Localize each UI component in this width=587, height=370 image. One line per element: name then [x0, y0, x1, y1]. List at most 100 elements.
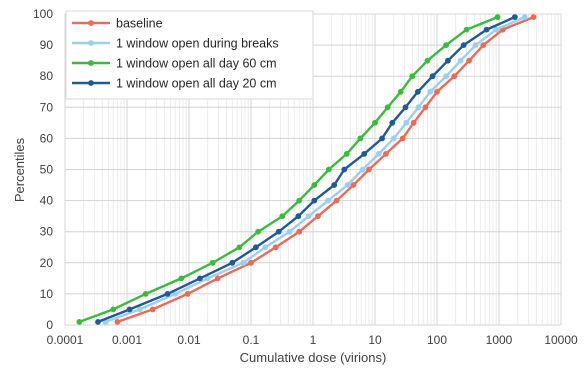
- data-point: [372, 119, 378, 126]
- data-point: [136, 306, 143, 313]
- data-point: [344, 182, 351, 188]
- y-axis-ticks: 0 10 20 30 40 50 60 70 80 90 100: [33, 7, 53, 332]
- data-point: [305, 213, 312, 220]
- data-point: [178, 275, 185, 282]
- data-point: [311, 197, 318, 204]
- x-tick-label: 10000: [544, 333, 578, 347]
- data-point: [76, 319, 83, 325]
- y-tick-label: 10: [40, 287, 54, 301]
- x-tick-label: 1000: [486, 333, 513, 347]
- legend-swatch-marker: [88, 20, 94, 26]
- y-tick-label: 30: [40, 225, 54, 239]
- data-point: [530, 14, 537, 20]
- x-tick-label: 1: [310, 333, 317, 347]
- data-point: [429, 73, 436, 80]
- data-point: [214, 275, 221, 282]
- data-point: [427, 88, 434, 95]
- data-point: [114, 319, 121, 325]
- data-point: [445, 57, 451, 64]
- legend-label: 1 window open all day 60 cm: [116, 57, 277, 71]
- legend-label: 1 window open all day 20 cm: [116, 77, 277, 91]
- y-tick-label: 80: [40, 69, 54, 83]
- data-point: [149, 306, 156, 313]
- data-point: [460, 42, 467, 48]
- series-3: [76, 14, 501, 325]
- x-tick-label: 0.01: [177, 333, 201, 347]
- data-point: [296, 197, 303, 204]
- data-point: [511, 14, 518, 20]
- data-point: [333, 197, 340, 204]
- legend-label: baseline: [116, 17, 163, 31]
- series-1: [114, 14, 537, 325]
- y-tick-label: 90: [40, 38, 54, 52]
- data-point: [451, 73, 458, 80]
- data-point: [95, 319, 101, 325]
- data-point: [279, 213, 286, 220]
- data-point: [402, 104, 409, 111]
- data-point: [197, 275, 203, 282]
- data-point: [164, 291, 171, 297]
- data-point: [209, 259, 216, 266]
- data-point: [361, 151, 368, 157]
- data-point: [357, 135, 364, 142]
- data-point: [366, 166, 372, 173]
- y-axis-title: Percentiles: [12, 137, 27, 202]
- data-point: [415, 104, 422, 111]
- data-point: [315, 213, 321, 220]
- y-tick-label: 40: [40, 194, 54, 208]
- series-2: [102, 14, 528, 325]
- legend-label: 1 window open during breaks: [116, 37, 279, 51]
- data-point: [341, 166, 348, 173]
- data-point: [390, 135, 397, 142]
- data-point: [286, 228, 293, 235]
- data-point: [480, 42, 487, 48]
- data-point: [275, 228, 282, 235]
- y-tick-label: 20: [40, 256, 54, 270]
- data-point: [311, 182, 318, 188]
- legend-item: baseline: [72, 17, 163, 31]
- data-point: [410, 119, 417, 126]
- data-point: [331, 182, 338, 188]
- data-point: [521, 14, 528, 20]
- plot-area: [76, 14, 537, 325]
- data-point: [172, 291, 179, 297]
- legend: baseline 1 window open during breaks 1 win…: [65, 10, 314, 100]
- data-point: [253, 244, 259, 251]
- data-point: [229, 259, 236, 266]
- data-point: [422, 104, 429, 111]
- legend-item: 1 window open during breaks: [72, 37, 279, 51]
- data-point: [204, 275, 211, 282]
- data-point: [272, 244, 279, 251]
- y-tick-label: 70: [40, 100, 54, 114]
- data-point: [389, 119, 396, 126]
- legend-swatch-marker: [88, 40, 94, 46]
- x-axis-ticks: 0.0001 0.001 0.01 0.1 1 10 100 1000 10000: [47, 333, 578, 347]
- data-point: [397, 88, 404, 95]
- data-point: [126, 306, 133, 313]
- data-point: [325, 166, 332, 173]
- data-point: [248, 259, 254, 266]
- data-point: [383, 151, 389, 157]
- x-tick-label: 0.001: [112, 333, 142, 347]
- data-point: [255, 228, 261, 235]
- legend-box: [65, 10, 314, 100]
- legend-item: 1 window open all day 60 cm: [72, 57, 277, 71]
- data-point: [466, 57, 472, 64]
- data-point: [375, 151, 382, 157]
- x-tick-label: 10: [368, 333, 382, 347]
- legend-item: 1 window open all day 20 cm: [72, 77, 277, 91]
- data-point: [359, 166, 366, 173]
- x-axis-title: Cumulative dose (virions): [240, 350, 387, 365]
- data-point: [434, 88, 440, 95]
- data-point: [494, 14, 501, 20]
- x-tick-label: 100: [427, 333, 447, 347]
- data-point: [443, 73, 449, 80]
- y-tick-label: 60: [40, 131, 54, 145]
- data-point: [184, 291, 191, 297]
- data-point: [409, 73, 416, 80]
- legend-swatch-marker: [88, 60, 94, 66]
- data-point: [379, 135, 385, 142]
- data-point: [236, 244, 243, 251]
- data-point: [350, 182, 357, 188]
